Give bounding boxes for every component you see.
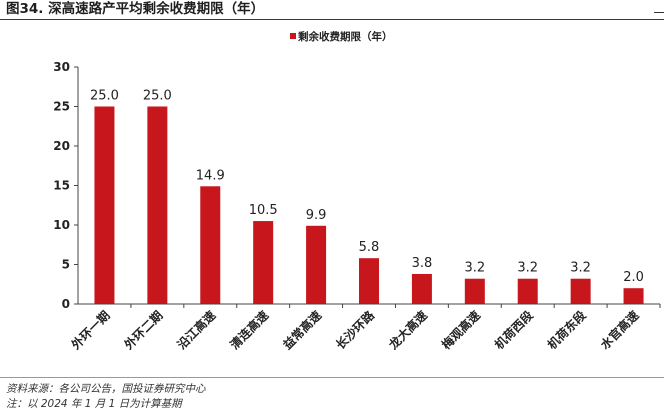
bar	[517, 278, 538, 304]
bar	[570, 278, 591, 304]
y-tick-label: 0	[62, 297, 70, 311]
bar-chart: 剩余收费期限（年） 0 5 10 15 20 25 30 25.0 25.0 14.9 10.5 9…	[53, 30, 661, 353]
x-tick-label: 益常高速	[280, 308, 325, 353]
footnote: 注：以 2024 年 1 月 1 日为计算基期	[6, 398, 182, 410]
bar	[200, 186, 221, 304]
x-tick-label: 清连高速	[227, 308, 272, 353]
x-tick-label: 龙大高速	[385, 308, 430, 353]
value-label: 2.0	[623, 270, 644, 285]
x-tick-label: 水官高速	[597, 308, 642, 353]
y-tick-label: 30	[53, 60, 70, 74]
x-tick-label: 梅观高速	[438, 308, 483, 353]
bar	[147, 106, 168, 304]
bar	[94, 106, 115, 304]
bar	[464, 278, 485, 304]
bars	[94, 106, 644, 304]
value-label: 5.8	[359, 240, 380, 255]
y-axis: 0 5 10 15 20 25 30	[53, 60, 79, 311]
title-rule	[0, 19, 664, 20]
value-label: 25.0	[90, 89, 119, 104]
bar	[623, 288, 644, 304]
x-tick-label: 外环二期	[121, 308, 166, 353]
x-tick-label: 外环一期	[68, 308, 113, 353]
value-label: 25.0	[143, 89, 172, 104]
bar	[359, 258, 379, 304]
value-label: 9.9	[306, 208, 327, 223]
value-label: 14.9	[196, 168, 225, 183]
bar	[306, 225, 327, 304]
value-label: 10.5	[249, 203, 278, 218]
y-tick-label: 5	[62, 258, 70, 272]
bar	[253, 221, 274, 304]
corner-dash	[654, 12, 664, 13]
source-note: 资料来源：各公司公告，国投证券研究中心	[6, 383, 206, 395]
value-labels: 25.0 25.0 14.9 10.5 9.9 5.8 3.8 3.2 3.2 3.2 2.0	[90, 89, 644, 286]
footer-rule	[0, 377, 664, 378]
x-tick-label: 沿江高速	[173, 308, 218, 353]
value-label: 3.2	[517, 261, 538, 276]
figure-title: 图34. 深高速路产平均剩余收费期限（年）	[6, 1, 265, 17]
y-tick-label: 20	[53, 139, 70, 153]
legend: 剩余收费期限（年）	[290, 30, 393, 43]
x-tick-label: 机荷东段	[544, 307, 589, 352]
value-label: 3.8	[412, 256, 433, 271]
x-tick-label: 机荷西段	[491, 307, 536, 352]
x-axis: 外环一期 外环二期 沿江高速 清连高速 益常高速 长沙环路 龙大高速 梅观高速 机荷西段 机荷东段…	[68, 303, 661, 353]
value-label: 3.2	[464, 261, 485, 276]
x-tick-label: 长沙环路	[333, 307, 378, 352]
y-tick-label: 25	[53, 100, 70, 114]
y-tick-label: 15	[53, 179, 70, 193]
value-label: 3.2	[570, 261, 591, 276]
legend-swatch	[290, 33, 296, 39]
legend-label: 剩余收费期限（年）	[298, 30, 393, 43]
bar	[411, 273, 432, 304]
y-tick-label: 10	[53, 218, 70, 232]
